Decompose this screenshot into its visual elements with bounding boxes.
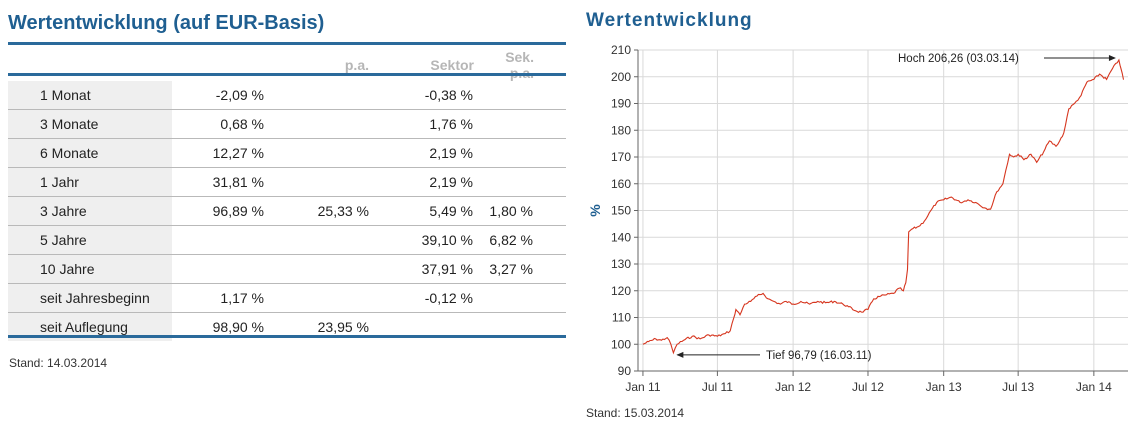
table-row: 5 Jahre 39,10 % 6,82 % (8, 225, 566, 255)
table-stand-date: Stand: 14.03.2014 (9, 356, 108, 370)
y-tick-label: 90 (618, 364, 632, 378)
y-tick-label: 130 (611, 257, 631, 271)
row-sek-pa: 6,82 % (482, 225, 566, 255)
row-label: seit Jahresbeginn (8, 283, 172, 313)
row-sektor: 1,76 % (377, 109, 482, 139)
chart-title: Wertentwicklung (586, 10, 753, 31)
y-tick-label: 200 (611, 70, 631, 84)
row-pa (273, 167, 377, 197)
row-sektor: -0,12 % (377, 283, 482, 313)
row-sektor: 37,91 % (377, 254, 482, 284)
x-tick-label: Jan 11 (625, 380, 660, 394)
table-row: 6 Monate 12,27 % 2,19 % (8, 138, 566, 168)
y-tick-label: 140 (611, 230, 631, 244)
row-label: 6 Monate (8, 138, 172, 168)
y-axis-label: % (587, 204, 603, 217)
header-divider-rule (8, 73, 566, 76)
annotation-high-label: Hoch 206,26 (03.03.14) (898, 53, 1019, 65)
table-row: seit Jahresbeginn 1,17 % -0,12 % (8, 283, 566, 313)
row-sektor: 39,10 % (377, 225, 482, 255)
annotation-high-arrowhead (1108, 55, 1116, 62)
row-value (172, 254, 273, 284)
row-pa (273, 254, 377, 284)
y-tick-label: 180 (611, 123, 631, 137)
row-sek-pa (482, 283, 566, 313)
row-pa (273, 225, 377, 255)
row-value: 12,27 % (172, 138, 273, 168)
table-row: seit Auflegung 98,90 % 23,95 % (8, 312, 566, 341)
x-tick-label: Jan 12 (775, 380, 811, 394)
y-tick-label: 110 (612, 311, 631, 325)
table-title: Wertentwicklung (auf EUR-Basis) (8, 12, 325, 34)
y-tick-label: 150 (611, 204, 631, 218)
header-sek-pa: Sek. p.a. (505, 49, 534, 81)
header-sektor: Sektor (430, 57, 474, 73)
table-row: 10 Jahre 37,91 % 3,27 % (8, 254, 566, 284)
table-header-row: p.a. Sektor Sek. p.a. (8, 49, 566, 81)
table-row: 3 Jahre 96,89 % 25,33 % 5,49 % 1,80 % (8, 196, 566, 226)
table-row: 1 Jahr 31,81 % 2,19 % (8, 167, 566, 197)
row-sektor: 2,19 % (377, 167, 482, 197)
row-value: 1,17 % (172, 283, 273, 313)
y-tick-label: 170 (611, 150, 631, 164)
x-tick-label: Jan 14 (1076, 380, 1112, 394)
row-sek-pa: 3,27 % (482, 254, 566, 284)
row-sek-pa: 1,80 % (482, 196, 566, 226)
row-sektor: 5,49 % (377, 196, 482, 226)
row-value: -2,09 % (215, 87, 264, 103)
row-label: 3 Jahre (8, 196, 172, 226)
x-tick-label: Jul 13 (1002, 380, 1034, 394)
y-tick-label: 210 (611, 43, 631, 57)
y-tick-label: 120 (611, 284, 631, 298)
table-top-rule (8, 42, 566, 45)
x-tick-label: Jul 11 (702, 380, 733, 394)
row-pa (273, 81, 377, 110)
series-line (642, 58, 1125, 355)
chart-stand-date: Stand: 15.03.2014 (586, 406, 685, 420)
row-label: 5 Jahre (8, 225, 172, 255)
row-value: 31,81 % (172, 167, 273, 197)
row-label: 3 Monate (8, 109, 172, 139)
row-sektor: -0,38 % (424, 87, 473, 103)
row-label: 10 Jahre (8, 254, 172, 284)
row-sek-pa (482, 109, 566, 139)
row-value: 0,68 % (172, 109, 273, 139)
row-sek-pa (482, 81, 566, 110)
x-tick-label: Jul 12 (852, 380, 884, 394)
row-sek-pa (482, 167, 566, 197)
table-row: 1 Monat -2,09 % -0,38 % (8, 81, 566, 110)
y-tick-label: 160 (611, 177, 631, 191)
y-tick-label: 100 (611, 337, 631, 351)
y-tick-label: 190 (611, 97, 631, 111)
row-pa (273, 138, 377, 168)
x-tick-label: Jan 13 (926, 380, 962, 394)
row-pa (273, 109, 377, 139)
annotation-low-label: Tief 96,79 (16.03.11) (766, 350, 872, 362)
row-label: 1 Jahr (8, 167, 172, 197)
row-label: 1 Monat (8, 81, 172, 110)
header-value (172, 49, 273, 81)
row-pa: 25,33 % (273, 196, 377, 226)
header-pa: p.a. (344, 57, 369, 73)
performance-table: p.a. Sektor Sek. p.a. 1 Monat -2,09 % -0,3… (8, 49, 566, 341)
performance-chart: 90 100 110 120 130 140 150 160 170 180 190 200 210 Ja… (587, 43, 1128, 394)
annotation-low-arrowhead (676, 351, 684, 358)
table-row: 3 Monate 0,68 % 1,76 % (8, 109, 566, 139)
table-bottom-rule (8, 335, 566, 338)
row-value (172, 225, 273, 255)
row-sek-pa (482, 138, 566, 168)
header-label (8, 49, 172, 81)
row-value: 96,89 % (172, 196, 273, 226)
row-pa (273, 283, 377, 313)
row-sektor: 2,19 % (377, 138, 482, 168)
